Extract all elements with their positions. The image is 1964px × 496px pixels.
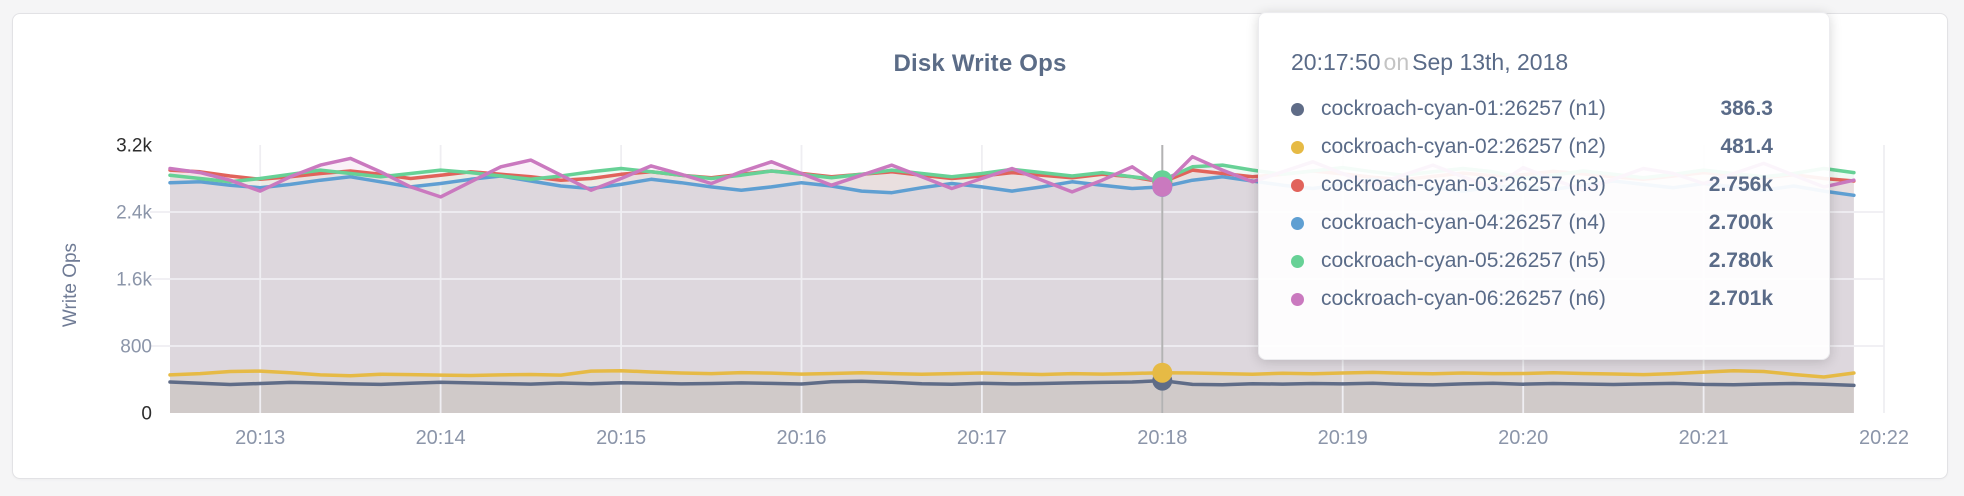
tooltip-row: cockroach-cyan-01:26257 (n1) 386.3 xyxy=(1291,90,1773,128)
series-label: cockroach-cyan-04:26257 (n4) xyxy=(1321,211,1606,234)
x-tick-label: 20:16 xyxy=(776,427,826,449)
x-axis-labels: 20:13 20:14 20:15 20:16 20:17 20:18 20:19 20:20… xyxy=(235,427,1909,449)
series-label: cockroach-cyan-03:26257 (n3) xyxy=(1321,173,1606,196)
series-area xyxy=(170,380,1854,413)
hover-dots xyxy=(1152,170,1173,391)
chart-tooltip: 20:17:50 on Sep 13th, 2018 cockroach-cyan-… xyxy=(1258,12,1830,360)
x-tick-label: 20:18 xyxy=(1137,427,1187,449)
tooltip-time: 20:17:50 xyxy=(1291,49,1381,75)
series-label: cockroach-cyan-05:26257 (n5) xyxy=(1321,249,1606,272)
y-tick-label: 800 xyxy=(120,337,152,358)
series-value: 386.3 xyxy=(1720,97,1773,120)
x-tick-label: 20:22 xyxy=(1859,427,1909,449)
series-value: 481.4 xyxy=(1720,135,1773,158)
tooltip-timestamp: 20:17:50 on Sep 13th, 2018 xyxy=(1291,49,1773,76)
series-color-dot-icon xyxy=(1291,292,1304,306)
tooltip-row: cockroach-cyan-03:26257 (n3) 2.756k xyxy=(1291,166,1773,204)
series-label: cockroach-cyan-01:26257 (n1) xyxy=(1321,97,1606,120)
y-tick-label: 3.2k xyxy=(116,136,152,157)
tooltip-date: Sep 13th, 2018 xyxy=(1412,49,1569,75)
x-tick-label: 20:20 xyxy=(1498,427,1548,449)
tooltip-row: cockroach-cyan-06:26257 (n6) 2.701k xyxy=(1291,280,1773,318)
x-tick-label: 20:17 xyxy=(957,427,1007,449)
series-label: cockroach-cyan-02:26257 (n2) xyxy=(1321,135,1606,158)
series-value: 2.700k xyxy=(1708,211,1773,234)
hover-dot xyxy=(1152,362,1173,383)
tooltip-on-word: on xyxy=(1383,49,1410,75)
series-color-dot-icon xyxy=(1291,216,1304,230)
y-tick-label: 0 xyxy=(141,404,152,425)
y-tick-label: 1.6k xyxy=(116,270,152,291)
series-label: cockroach-cyan-06:26257 (n6) xyxy=(1321,287,1606,310)
x-tick-label: 20:21 xyxy=(1679,427,1729,449)
series-value: 2.701k xyxy=(1708,287,1773,310)
x-tick-label: 20:15 xyxy=(596,427,646,449)
hover-dot xyxy=(1152,176,1173,197)
tooltip-rows: cockroach-cyan-01:26257 (n1) 386.3 cockroa… xyxy=(1291,90,1773,318)
series-value: 2.756k xyxy=(1708,173,1773,196)
series-line xyxy=(168,368,1856,379)
series-area xyxy=(170,370,1854,413)
series-line xyxy=(168,378,1856,388)
tooltip-row: cockroach-cyan-02:26257 (n2) 481.4 xyxy=(1291,128,1773,166)
series-color-dot-icon xyxy=(1291,140,1304,154)
x-tick-label: 20:14 xyxy=(416,427,466,449)
tooltip-row: cockroach-cyan-04:26257 (n4) 2.700k xyxy=(1291,204,1773,242)
series-value: 2.780k xyxy=(1708,249,1773,272)
chart-title: Disk Write Ops xyxy=(893,50,1067,77)
y-tick-label: 2.4k xyxy=(116,203,152,224)
tooltip-row: cockroach-cyan-05:26257 (n5) 2.780k xyxy=(1291,242,1773,280)
series-color-dot-icon xyxy=(1291,102,1304,116)
x-tick-label: 20:13 xyxy=(235,427,285,449)
series-color-dot-icon xyxy=(1291,254,1304,268)
series-color-dot-icon xyxy=(1291,178,1304,192)
y-axis-labels: 0 800 1.6k 2.4k 3.2k xyxy=(116,136,152,425)
x-tick-label: 20:19 xyxy=(1318,427,1368,449)
